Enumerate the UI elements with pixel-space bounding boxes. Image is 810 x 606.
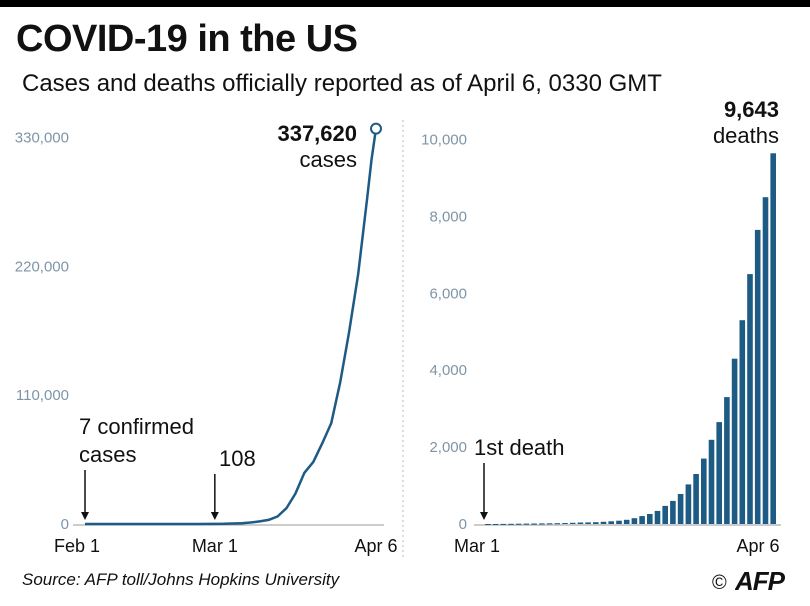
deaths-bar — [546, 523, 553, 525]
afp-logo: AFP — [735, 566, 787, 596]
cases-end-marker — [370, 122, 382, 135]
cases-line — [85, 128, 378, 526]
svg-text:AFP: AFP — [735, 566, 786, 596]
deaths-y-tick-label: 6,000 — [429, 285, 467, 302]
deaths-bar — [654, 510, 661, 524]
annotation-first-death: 1st death — [474, 435, 565, 460]
deaths-bar — [515, 523, 522, 525]
deaths-bar — [639, 516, 645, 524]
deaths-bar — [531, 523, 537, 525]
annotation-end-unit: cases — [300, 147, 357, 172]
deaths-bar — [693, 474, 699, 524]
deaths-bar — [701, 458, 707, 524]
deaths-bar — [569, 522, 576, 524]
deaths-bar — [500, 523, 507, 525]
deaths-bar — [754, 229, 761, 524]
chart-title: COVID-19 in the US — [16, 18, 358, 60]
annotation-first-death-arrow-head — [480, 512, 488, 520]
deaths-bar — [600, 521, 607, 524]
deaths-bar — [739, 320, 746, 524]
deaths-bar — [647, 514, 653, 524]
deaths-bar — [662, 505, 668, 524]
cases-y-tick-label: 330,000 — [15, 130, 69, 147]
annotation-start-arrow-head — [81, 512, 89, 520]
chart-subtitle: Cases and deaths officially reported as … — [22, 70, 662, 97]
deaths-bar — [577, 522, 584, 524]
deaths-x-tick-label: Apr 6 — [736, 536, 779, 556]
cases-x-tick-label: Feb 1 — [54, 536, 100, 556]
deaths-bar — [770, 153, 776, 525]
annotation-mid-value: 108 — [219, 446, 256, 471]
deaths-bar — [708, 439, 715, 524]
deaths-bar — [677, 494, 684, 524]
cases-y-tick-label: 0 — [61, 516, 69, 533]
deaths-bar — [762, 197, 769, 524]
deaths-bar — [523, 523, 530, 525]
deaths-bar — [670, 500, 676, 524]
deaths-bar — [508, 523, 514, 525]
deaths-bar — [485, 524, 491, 525]
cases-y-tick-label: 220,000 — [15, 258, 69, 275]
annotation-start-cases: 7 confirmed — [79, 414, 194, 439]
annotation-deaths-value: 9,643 — [724, 97, 779, 122]
annotation-deaths-unit: deaths — [713, 123, 779, 148]
deaths-bar — [616, 520, 622, 524]
deaths-bar — [593, 522, 599, 524]
deaths-bar — [716, 422, 722, 524]
deaths-bar — [608, 521, 614, 524]
deaths-bar — [562, 523, 568, 524]
deaths-bar — [585, 522, 591, 524]
copyright-symbol: © — [712, 572, 727, 594]
deaths-bar — [554, 523, 561, 525]
annotation-start-cases-unit: cases — [79, 442, 136, 467]
annotation-mid-arrow-head — [210, 512, 219, 520]
cases-x-tick-label: Apr 6 — [354, 536, 397, 556]
deaths-y-tick-label: 10,000 — [421, 132, 467, 149]
deaths-bar — [731, 358, 738, 524]
deaths-bar — [685, 484, 692, 524]
cases-y-tick-label: 110,000 — [16, 387, 69, 404]
deaths-bar — [623, 519, 630, 524]
source-note: Source: AFP toll/Johns Hopkins Universit… — [22, 570, 340, 589]
deaths-y-tick-label: 2,000 — [429, 439, 467, 456]
deaths-bar — [631, 518, 638, 524]
cases-x-tick-label: Mar 1 — [192, 536, 238, 556]
deaths-y-tick-label: 8,000 — [429, 208, 467, 225]
annotation-end-value: 337,620 — [277, 121, 357, 146]
deaths-bar — [747, 274, 753, 524]
deaths-y-tick-label: 4,000 — [429, 362, 467, 379]
deaths-bar — [539, 523, 545, 525]
deaths-bar — [724, 397, 730, 524]
deaths-x-tick-label: Mar 1 — [454, 536, 500, 556]
top-bar — [0, 0, 810, 7]
deaths-bar — [492, 524, 499, 525]
deaths-y-tick-label: 0 — [459, 516, 467, 533]
